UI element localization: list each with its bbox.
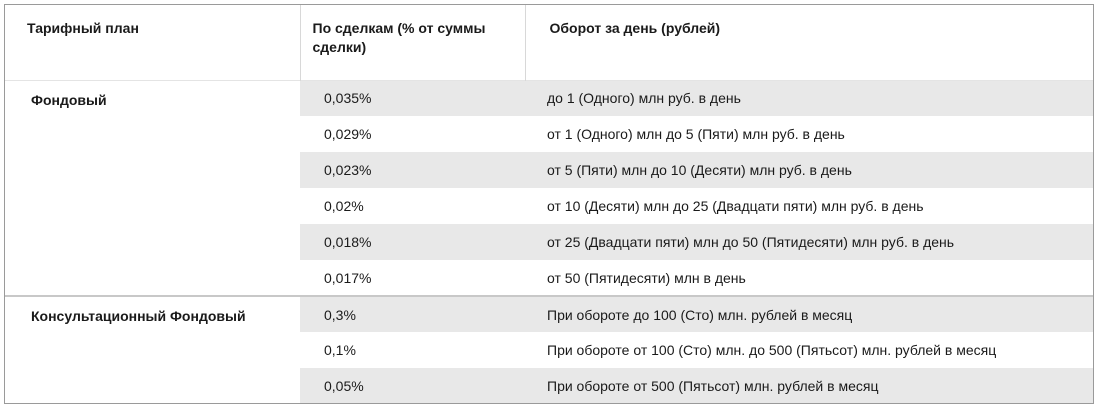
table-row: Фондовый 0,035% до 1 (Одного) млн руб. в… — [5, 79, 1093, 296]
turnover-cell: от 25 (Двадцати пяти) млн до 50 (Пятидес… — [525, 224, 1093, 260]
rate-cell: 0,018% — [300, 224, 525, 260]
table-row: 0,1% При обороте от 100 (Сто) млн. до 50… — [5, 332, 1093, 368]
turnover-cell: от 5 (Пяти) млн до 10 (Десяти) млн руб. … — [525, 152, 1093, 188]
plan-name-stock: Фондовый — [5, 79, 300, 296]
turnover-cell: до 1 (Одного) млн руб. в день — [525, 79, 1093, 116]
table-row: 0,05% При обороте от 500 (Пятьсот) млн. … — [5, 368, 1093, 403]
turnover-cell: от 50 (Пятидесяти) млн в день — [547, 269, 746, 286]
turnover-cell: от 1 (Одного) млн до 5 (Пяти) млн руб. в… — [547, 126, 845, 142]
header-per-deal-line2: сделки) — [312, 39, 367, 55]
turnover-cell: При обороте от 500 (Пятьсот) млн. рублей… — [525, 368, 1093, 403]
tariff-table-frame: Тарифный план По сделкам (% от суммы сдел… — [4, 4, 1094, 404]
rate-cell: 0,035% — [300, 79, 525, 116]
turnover-cell: При обороте от 100 (Сто) млн. до 500 (Пя… — [547, 342, 997, 358]
table-row: 0,017% от 50 (Пятидесяти) млн в день — [5, 260, 1093, 296]
table-header-row: Тарифный план По сделкам (% от суммы сдел… — [5, 5, 1093, 80]
header-turnover: Оборот за день (рублей) — [549, 20, 721, 36]
header-per-deal: По сделкам (% от суммы сделки) — [299, 5, 526, 80]
tariff-table: Тарифный план По сделкам (% от суммы сдел… — [5, 5, 1093, 403]
table-row: Консультационный Фондовый 0,3% При оборо… — [5, 295, 1093, 403]
table-row: 0,029% от 1 (Одного) млн до 5 (Пяти) млн… — [5, 116, 1093, 152]
turnover-cell: от 10 (Десяти) млн до 25 (Двадцати пяти)… — [547, 198, 924, 214]
table-row: 0,018% от 25 (Двадцати пяти) млн до 50 (… — [5, 224, 1093, 260]
rate-cell: 0,02% — [324, 198, 364, 214]
table-row: 0,02% от 10 (Десяти) млн до 25 (Двадцати… — [5, 188, 1093, 224]
rate-cell: 0,3% — [300, 295, 525, 332]
rate-cell: 0,1% — [324, 342, 356, 358]
header-plan: Тарифный план — [27, 20, 139, 36]
header-per-deal-line1: По сделкам (% от суммы — [312, 20, 486, 36]
plan-name-advisory-stock: Консультационный Фондовый — [5, 295, 300, 403]
rate-cell: 0,05% — [300, 368, 525, 403]
table-row: 0,023% от 5 (Пяти) млн до 10 (Десяти) мл… — [5, 152, 1093, 188]
rate-cell: 0,029% — [324, 126, 372, 142]
turnover-cell: При обороте до 100 (Сто) млн. рублей в м… — [525, 295, 1093, 332]
rate-cell: 0,023% — [300, 152, 525, 188]
rate-cell: 0,017% — [324, 269, 372, 286]
